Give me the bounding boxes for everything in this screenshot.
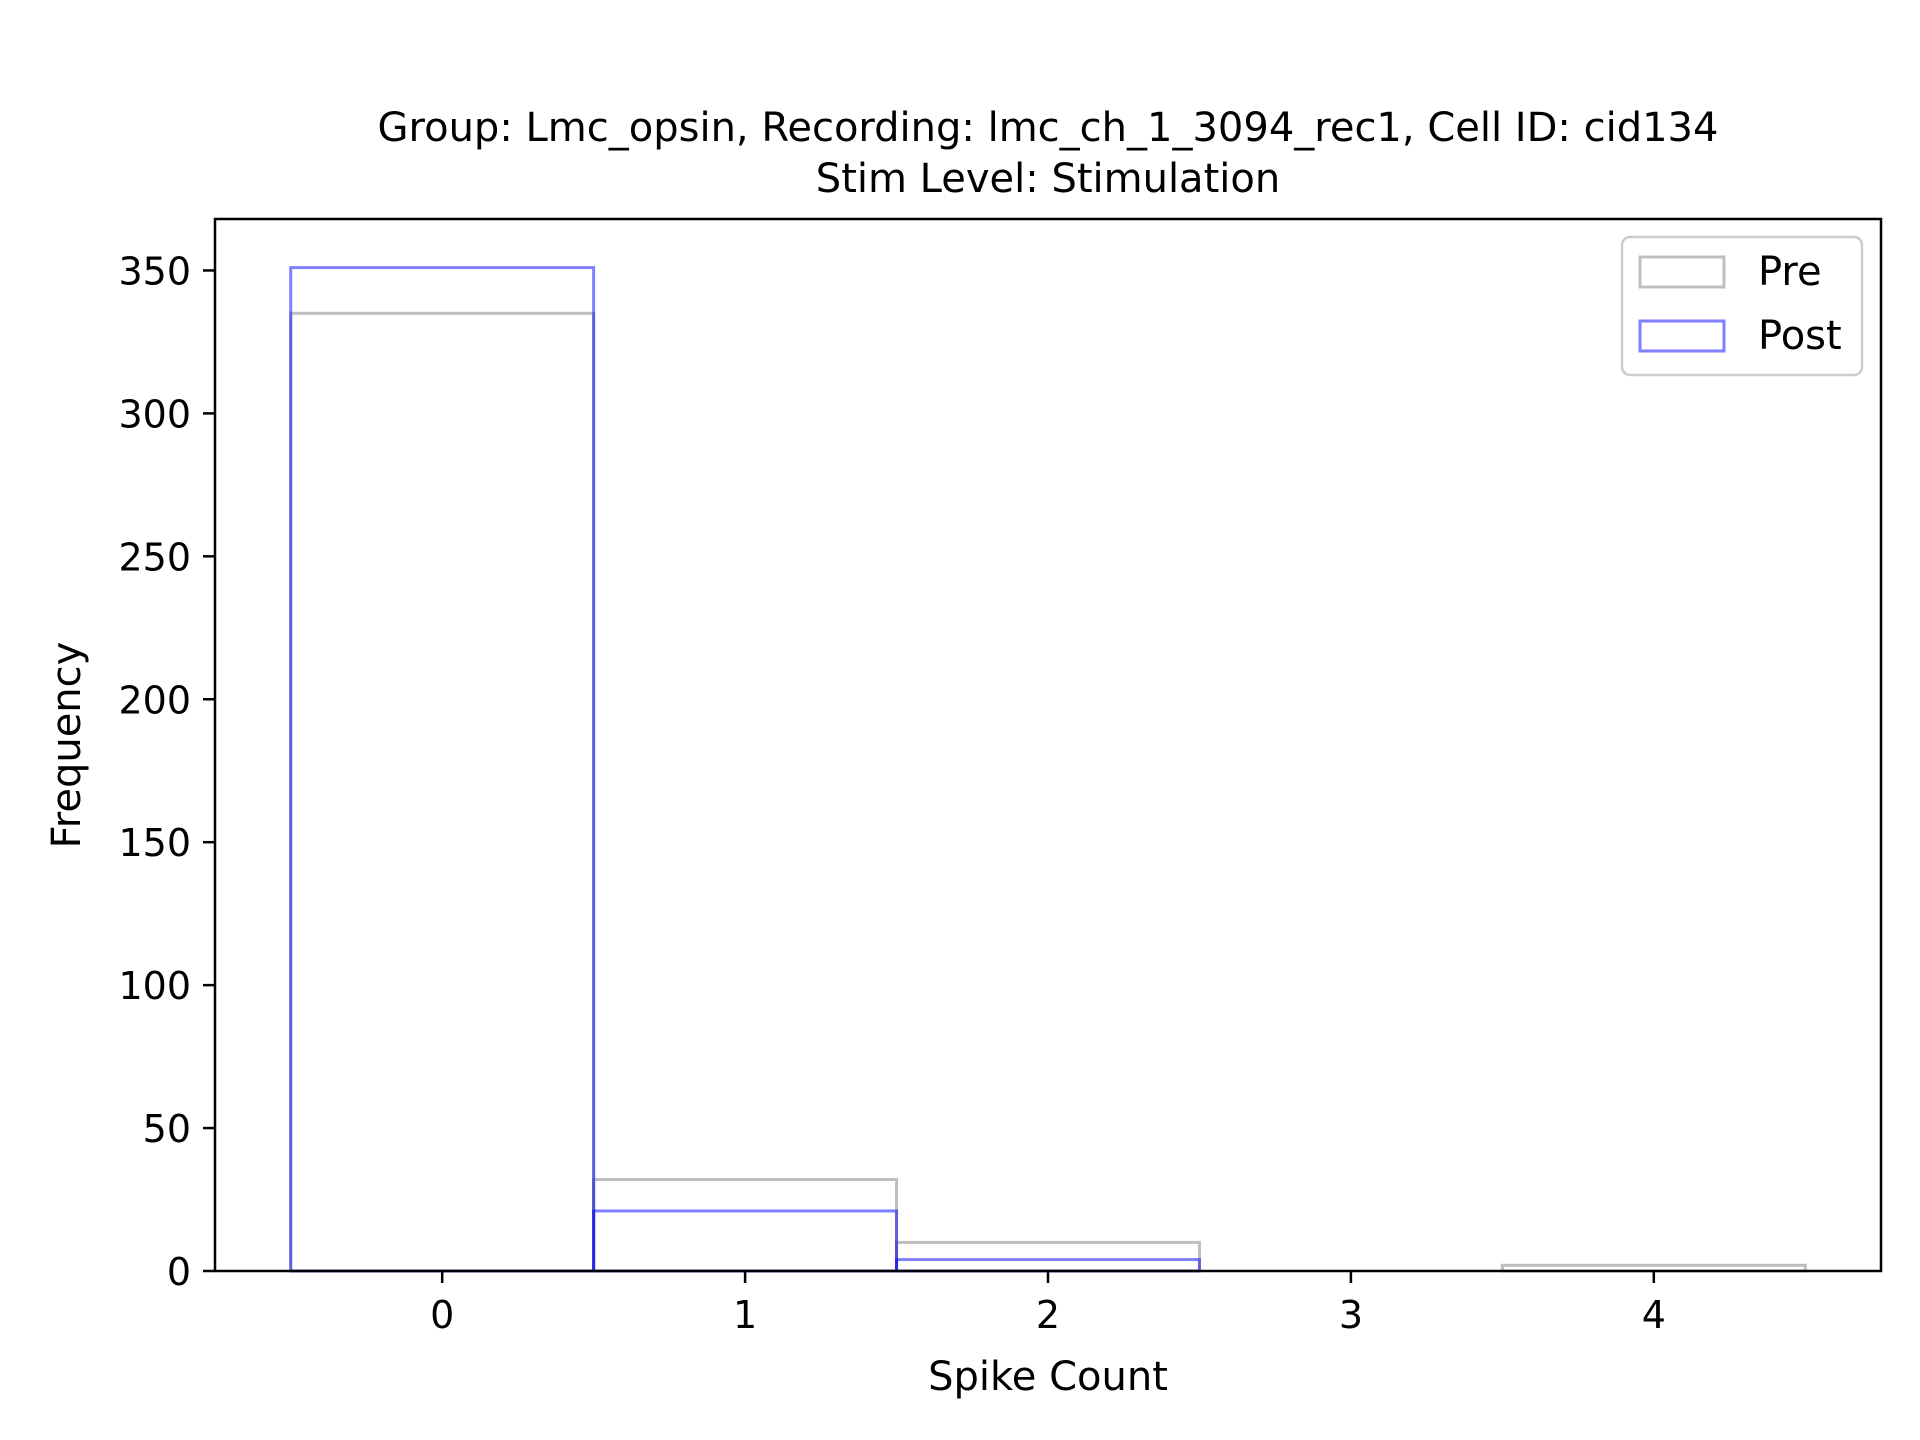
legend-label-post: Post bbox=[1758, 313, 1842, 359]
legend: Pre Post bbox=[1620, 235, 1864, 377]
legend-swatch-pre bbox=[1638, 255, 1726, 289]
y-tick-label: 150 bbox=[118, 821, 191, 865]
x-tick-label: 0 bbox=[430, 1293, 454, 1337]
legend-label-pre: Pre bbox=[1758, 249, 1822, 295]
x-tick-label: 3 bbox=[1339, 1293, 1363, 1337]
x-tick-label: 1 bbox=[733, 1293, 757, 1337]
y-tick-label: 200 bbox=[118, 678, 191, 722]
x-tick-label: 4 bbox=[1642, 1293, 1666, 1337]
x-axis-label: Spike Count bbox=[928, 1354, 1168, 1400]
chart-title-line-2: Stim Level: Stimulation bbox=[816, 156, 1280, 202]
y-tick-label: 250 bbox=[118, 535, 191, 579]
y-axis-label: Frequency bbox=[44, 642, 90, 849]
y-tick-label: 300 bbox=[118, 392, 191, 436]
y-tick-label: 0 bbox=[167, 1250, 191, 1294]
x-tick-label: 2 bbox=[1036, 1293, 1060, 1337]
y-axis-ticks: 0 50 100 150 200 250 300 350 bbox=[118, 249, 215, 1294]
x-axis-ticks: 0 1 2 3 4 bbox=[430, 1271, 1666, 1337]
legend-frame bbox=[1620, 235, 1864, 377]
chart-title-line-1: Group: Lmc_opsin, Recording: lmc_ch_1_30… bbox=[378, 105, 1719, 151]
y-tick-label: 100 bbox=[118, 964, 191, 1008]
y-tick-label: 50 bbox=[143, 1107, 191, 1151]
legend-swatch-post bbox=[1638, 319, 1726, 353]
y-tick-label: 350 bbox=[118, 249, 191, 293]
